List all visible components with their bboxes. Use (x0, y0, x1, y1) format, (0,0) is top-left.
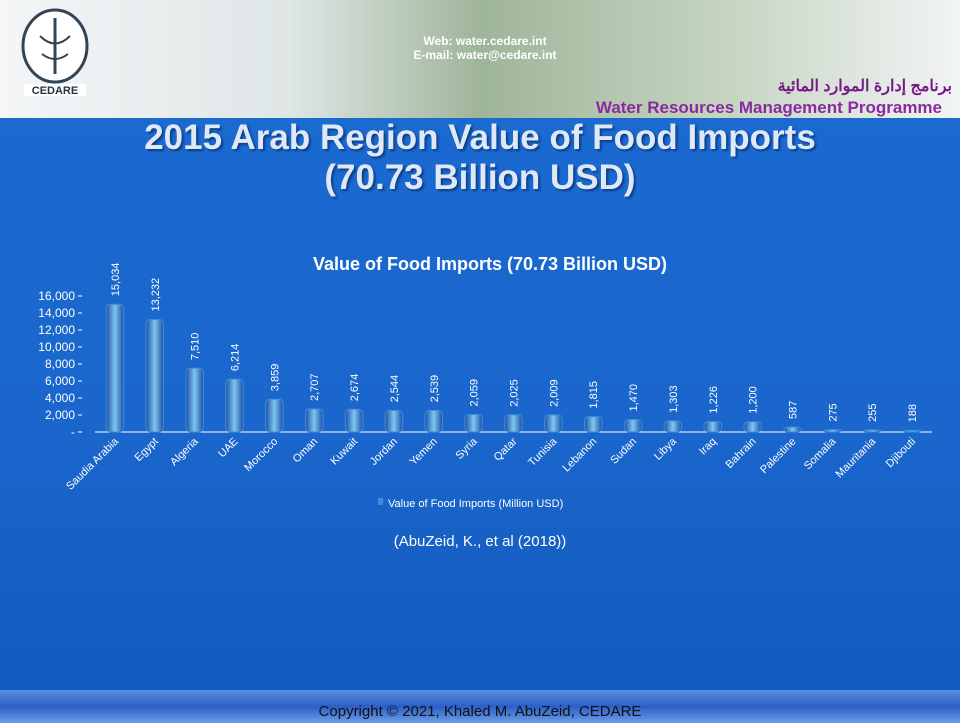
bar (505, 415, 523, 432)
bar (863, 430, 881, 432)
bar (784, 427, 802, 432)
y-tick-label: 8,000 (45, 357, 75, 371)
x-tick-label: Jordan (368, 436, 400, 468)
value-label: 275 (827, 403, 839, 421)
bar (266, 399, 284, 432)
value-label: 15,034 (110, 263, 122, 297)
x-tick-label: Algeria (168, 435, 201, 468)
value-label: 1,470 (628, 384, 640, 412)
value-label: 2,544 (389, 375, 401, 403)
value-label: 255 (867, 403, 879, 421)
value-label: 188 (907, 404, 919, 422)
value-label: 2,025 (509, 379, 521, 407)
value-label: 2,539 (429, 375, 441, 403)
bar (425, 410, 443, 432)
citation: (AbuZeid, K., et al (2018)) (0, 533, 960, 550)
bar (584, 417, 602, 432)
bar (744, 422, 762, 432)
value-label: 587 (788, 401, 800, 419)
y-tick-label: 16,000 (38, 289, 75, 303)
value-label: 1,226 (708, 386, 720, 414)
x-tick-label: Egypt (133, 436, 161, 464)
x-tick-label: Saudia Arabia (64, 435, 122, 493)
x-tick-label: Syria (454, 435, 481, 462)
value-label: 13,232 (150, 278, 162, 312)
bar (624, 420, 642, 432)
x-tick-label: Sudan (608, 436, 639, 467)
bar (385, 410, 403, 432)
value-label: 2,009 (548, 379, 560, 407)
y-tick-label: 4,000 (45, 391, 75, 405)
chart-title: Value of Food Imports (70.73 Billion USD… (313, 254, 667, 274)
chart: Value of Food Imports (70.73 Billion USD… (0, 0, 960, 723)
x-tick-label: Oman (291, 436, 321, 466)
bar (824, 430, 842, 432)
slide: CEDARE Web: water.cedare.int E-mail: wat… (0, 0, 960, 723)
value-label: 2,059 (469, 379, 481, 407)
y-tick-label: 10,000 (38, 340, 75, 354)
bar (226, 379, 244, 432)
bar (704, 422, 722, 432)
bar (545, 415, 563, 432)
bar (664, 421, 682, 432)
y-tick-label: 6,000 (45, 374, 75, 388)
value-label: 2,674 (349, 374, 361, 402)
y-tick-label: 14,000 (38, 306, 75, 320)
x-tick-label: Yemen (407, 436, 439, 468)
x-tick-label: Djibouti (884, 436, 918, 470)
value-label: 1,200 (748, 386, 760, 414)
legend-label: Value of Food Imports (Million USD) (388, 498, 563, 510)
value-label: 7,510 (190, 333, 202, 361)
y-tick-label: 2,000 (45, 408, 75, 422)
bar (146, 320, 164, 432)
x-tick-label: Somalia (802, 435, 839, 472)
value-label: 2,707 (309, 373, 321, 401)
x-tick-label: UAE (216, 436, 240, 460)
x-tick-label: Iraq (697, 436, 719, 458)
value-label: 1,815 (588, 381, 600, 409)
bar (903, 430, 921, 432)
bar (186, 368, 204, 432)
x-tick-label: Tunisia (526, 435, 560, 469)
value-label: 1,303 (668, 385, 680, 413)
y-tick-label: 12,000 (38, 323, 75, 337)
bar (106, 304, 124, 432)
x-tick-label: Palestine (758, 436, 798, 476)
value-label: 6,214 (230, 344, 242, 372)
x-tick-label: Mauritania (834, 435, 879, 480)
y-tick-label: - (71, 425, 75, 439)
bar (465, 414, 483, 432)
bar (305, 409, 323, 432)
footer: Copyright © 2021, Khaled M. AbuZeid, CED… (0, 690, 960, 723)
x-tick-label: Bahrain (723, 436, 758, 471)
x-tick-label: Lebanon (561, 436, 600, 475)
value-label: 3,859 (269, 364, 281, 392)
x-tick-label: Qatar (492, 435, 520, 463)
x-tick-label: Libya (652, 435, 680, 463)
bar (345, 409, 363, 432)
x-tick-label: Morocco (242, 436, 280, 474)
x-tick-label: Kuwait (328, 436, 360, 468)
legend-marker (378, 498, 383, 505)
